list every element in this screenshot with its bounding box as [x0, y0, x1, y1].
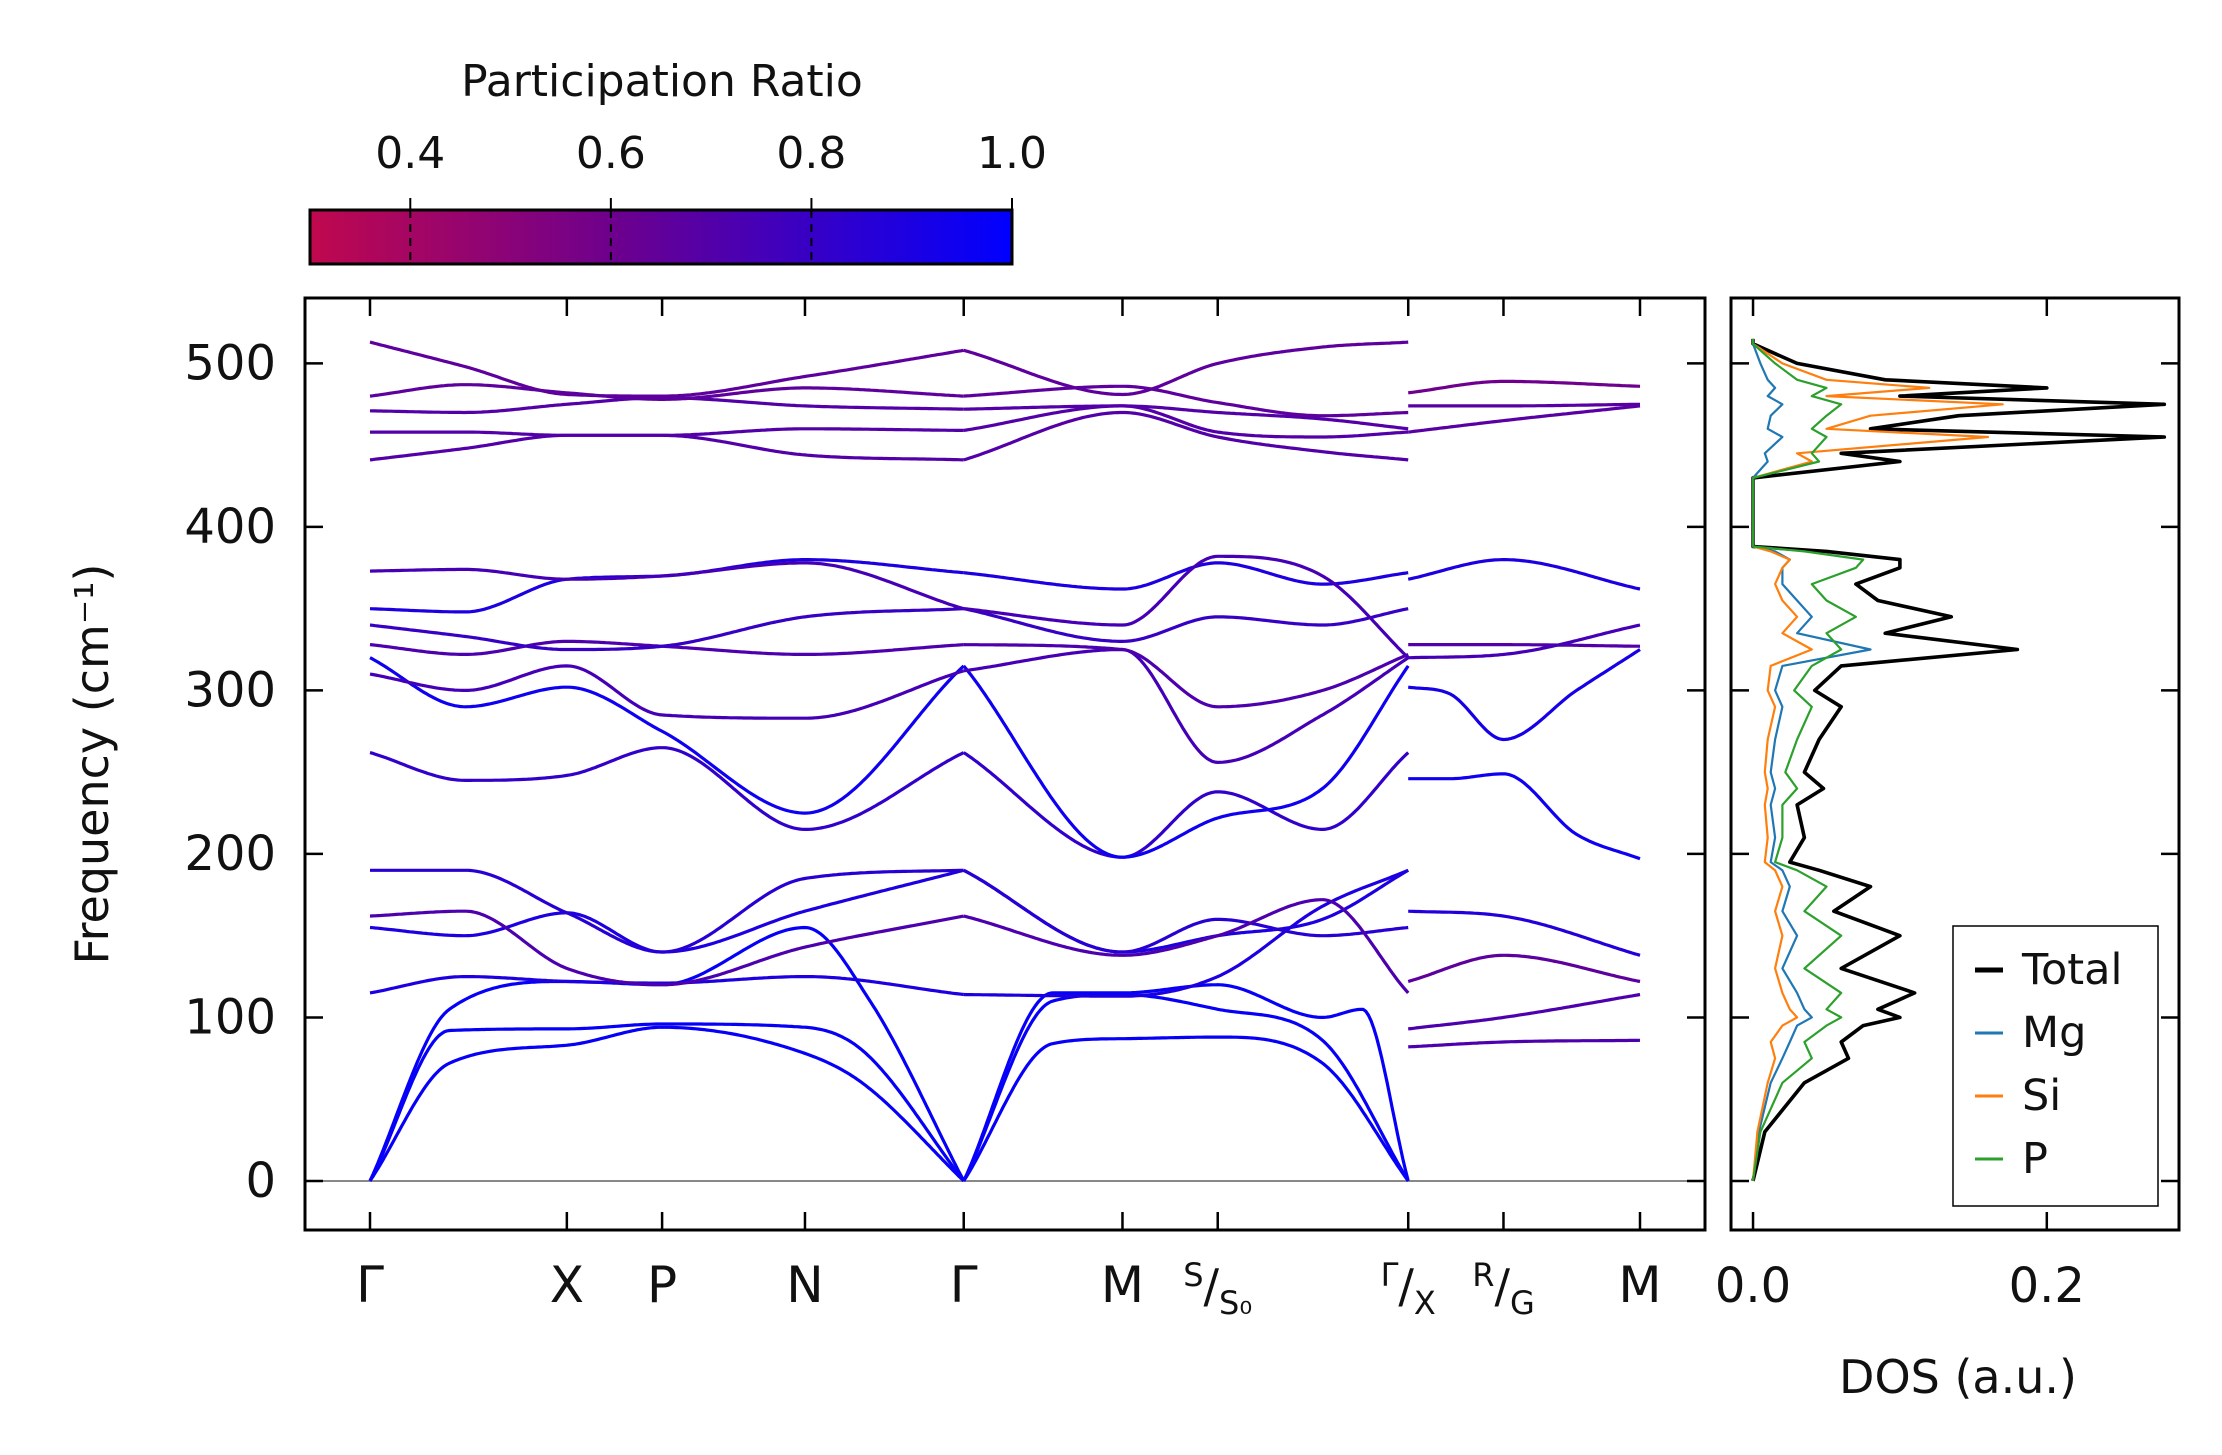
dispersion-x-ticks: Γ X P N Γ M S/S₀ Γ/X R/G M	[356, 298, 1662, 1322]
band-seg3-b10	[1408, 404, 1641, 434]
band-optical-mid-4	[963, 643, 1409, 709]
colorbar: Participation Ratio 0.4 0.6 0.8 1.0	[308, 56, 1047, 266]
band-optical-mid-3	[369, 664, 965, 720]
dos-line-total	[1751, 338, 2167, 1182]
x-tick-label: M	[1101, 1256, 1144, 1314]
band-optical-high-1	[963, 410, 1409, 462]
band-seg3-b9	[1407, 558, 1641, 591]
band-optical-mid-6	[369, 558, 964, 614]
x-tick-label: N	[786, 1256, 823, 1314]
band-seg3-b12	[1408, 379, 1641, 395]
band-optical-high-2	[963, 404, 1409, 439]
colorbar-tick-label: 0.6	[576, 128, 646, 179]
band-lines	[368, 340, 1641, 1183]
band-optical-mid-7	[963, 554, 1410, 659]
dos-x-tick-label: 0.2	[2009, 1258, 2085, 1314]
x-tick-label: X	[550, 1256, 584, 1314]
band-optical-low-4	[963, 898, 1410, 994]
band-optical-mid-4	[369, 639, 964, 656]
band-optical-low-3	[370, 868, 964, 954]
dos-frame	[1729, 296, 2181, 1232]
colorbar-ticks: 0.4 0.6 0.8 1.0	[375, 128, 1047, 264]
band-optical-mid-2	[369, 656, 965, 815]
band-seg3-b7	[1408, 643, 1641, 648]
band-acoustic-TA2	[962, 992, 1410, 1182]
dispersion-frame	[303, 296, 1707, 1232]
colorbar-tick-label: 0.4	[375, 128, 445, 179]
band-optical-high-3	[963, 404, 1409, 431]
band-optical-low-4	[369, 909, 965, 987]
band-seg3-b5	[1408, 772, 1641, 861]
x-tick-label: M	[1618, 1256, 1661, 1314]
x-tick-label: Γ/X	[1381, 1256, 1436, 1322]
band-seg3-b3	[1407, 953, 1641, 984]
band-optical-low-1	[963, 868, 1409, 998]
x-tick-label: P	[647, 1256, 677, 1314]
band-acoustic-LA	[368, 925, 966, 1182]
x-tick-label: Γ	[356, 1256, 384, 1314]
colorbar-tick-label: 1.0	[977, 128, 1047, 179]
y-axis-label: Frequency (cm⁻¹)	[65, 564, 119, 965]
band-seg3-b4	[1408, 909, 1641, 957]
y-tick-label: 200	[184, 826, 276, 882]
dos-ticks: 0.0 0.2	[1715, 298, 2179, 1314]
colorbar-title: Participation Ratio	[461, 56, 863, 107]
band-optical-high-5	[963, 340, 1409, 397]
band-acoustic-TA1	[962, 1035, 1410, 1182]
dispersion-panel: 0 100 200 300 400 500 Γ X P N Γ M S/S₀ Γ/X R/G M Frequ…	[65, 296, 1707, 1322]
colorbar-gradient	[308, 208, 1014, 266]
band-optical-mid-1	[962, 751, 1410, 859]
band-optical-high-2	[370, 427, 964, 437]
dispersion-y-ticks: 0 100 200 300 400 500	[184, 335, 1705, 1209]
y-tick-label: 300	[184, 662, 276, 718]
band-seg3-b6	[1408, 648, 1641, 742]
band-optical-mid-7	[369, 561, 965, 611]
y-tick-label: 400	[184, 499, 276, 555]
colorbar-tick-label: 0.8	[776, 128, 846, 179]
band-acoustic-TA1	[368, 1025, 965, 1183]
band-optical-high-4	[369, 383, 964, 401]
band-optical-high-5	[369, 340, 965, 398]
band-optical-high-4	[963, 384, 1409, 418]
x-tick-label: R/G	[1472, 1256, 1535, 1322]
band-optical-mid-3	[963, 647, 1410, 764]
y-tick-label: 100	[184, 989, 276, 1045]
band-seg3-b1	[1408, 1038, 1641, 1049]
legend-label-mg: Mg	[2022, 1008, 2086, 1058]
dos-line-si	[1751, 338, 2004, 1181]
y-tick-label: 0	[245, 1153, 276, 1209]
legend: Total Mg Si P	[1952, 925, 2159, 1207]
band-seg3-b11	[1408, 402, 1640, 408]
band-optical-high-1	[369, 433, 964, 462]
x-tick-label: Γ	[950, 1256, 978, 1314]
y-tick-label: 500	[184, 335, 276, 391]
band-seg3-b2	[1408, 992, 1641, 1031]
dos-lines	[1751, 338, 2167, 1182]
dos-x-axis-label: DOS (a.u.)	[1839, 1350, 2077, 1404]
band-optical-mid-5	[963, 607, 1409, 643]
legend-label-si: Si	[2022, 1071, 2061, 1121]
band-optical-mid-2	[962, 664, 1410, 859]
dos-panel: 0.0 0.2 DOS (a.u.) Total Mg Si P	[1715, 296, 2181, 1404]
band-acoustic-TA2	[368, 1022, 965, 1182]
band-optical-low-3	[962, 868, 1409, 954]
dos-x-tick-label: 0.0	[1715, 1258, 1791, 1314]
band-optical-mid-5	[369, 607, 964, 652]
dos-line-p	[1751, 338, 1865, 1182]
band-seg3-b8	[1408, 623, 1641, 660]
band-optical-mid-1	[369, 746, 965, 831]
x-tick-label: S/S₀	[1183, 1256, 1252, 1322]
legend-label-total: Total	[2021, 945, 2122, 995]
legend-label-p: P	[2022, 1134, 2048, 1184]
